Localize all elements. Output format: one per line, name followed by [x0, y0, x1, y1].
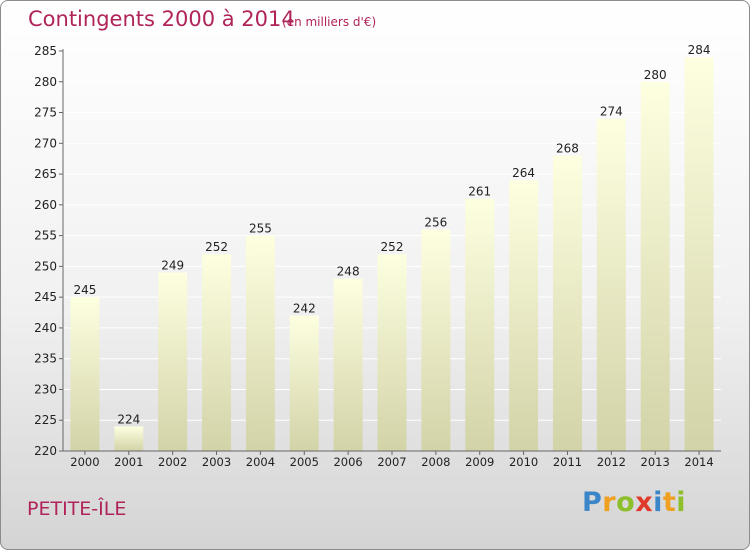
bar-value-label: 264	[512, 166, 535, 180]
y-tick-label: 255	[34, 229, 57, 243]
y-tick-label: 275	[34, 106, 57, 120]
bar	[114, 426, 144, 451]
x-tick-label: 2013	[641, 455, 670, 469]
bar-value-label: 248	[337, 265, 360, 279]
y-tick-label: 265	[34, 167, 57, 181]
bar-value-label: 245	[73, 283, 96, 297]
x-tick-label: 2008	[421, 455, 450, 469]
commune-name: PETITE-ÎLE	[27, 498, 127, 520]
logo-letter: i	[676, 487, 687, 518]
bar-value-label: 256	[424, 215, 447, 229]
bar-value-label: 255	[249, 222, 272, 236]
x-tick-label: 2009	[465, 455, 494, 469]
bars	[70, 57, 714, 452]
y-tick-label: 285	[34, 44, 57, 58]
bar	[552, 155, 582, 451]
bar	[684, 57, 714, 452]
bar	[333, 278, 363, 451]
chart-subtitle: (en milliers d'€)	[282, 15, 377, 29]
bar	[158, 272, 188, 451]
bar-value-label: 284	[688, 43, 711, 57]
bar-value-label: 268	[556, 142, 579, 156]
x-tick-label: 2002	[158, 455, 187, 469]
x-tick-label: 2000	[70, 455, 99, 469]
logo-letter: o	[616, 487, 636, 518]
bar	[202, 254, 232, 451]
bar	[245, 235, 275, 451]
x-tick-label: 2014	[684, 455, 713, 469]
x-tick-label: 2012	[597, 455, 626, 469]
logo-letter: P	[582, 487, 603, 518]
y-tick-label: 230	[34, 382, 57, 396]
proxiti-logo[interactable]: Proxiti	[582, 487, 686, 518]
y-tick-label: 220	[34, 444, 57, 458]
logo-letter: t	[662, 487, 677, 518]
bar	[596, 118, 626, 451]
y-tick-label: 225	[34, 413, 57, 427]
bar-value-label: 252	[205, 240, 228, 254]
logo-letter: r	[602, 487, 617, 518]
y-tick-label: 270	[34, 136, 57, 150]
x-tick-label: 2001	[114, 455, 143, 469]
bar	[509, 180, 539, 451]
x-tick-label: 2004	[246, 455, 275, 469]
bar-value-label: 249	[161, 259, 184, 273]
y-tick-label: 240	[34, 321, 57, 335]
x-tick-label: 2003	[202, 455, 231, 469]
labels: 220 225 230 235 240 245 250 255 260 265 270 275 280 2…	[34, 43, 714, 469]
y-tick-label: 245	[34, 290, 57, 304]
bar	[465, 198, 495, 451]
x-tick-label: 2006	[333, 455, 362, 469]
bar-value-label: 274	[600, 105, 623, 119]
y-tick-label: 235	[34, 352, 57, 366]
y-tick-label: 260	[34, 198, 57, 212]
bar-value-label: 261	[468, 185, 491, 199]
bar-value-label: 242	[293, 302, 316, 316]
bar	[70, 297, 100, 451]
bar-value-label: 252	[381, 240, 404, 254]
y-tick-label: 280	[34, 75, 57, 89]
x-tick-label: 2007	[377, 455, 406, 469]
bar	[421, 229, 451, 451]
bar-value-label: 280	[644, 68, 667, 82]
x-tick-label: 2010	[509, 455, 538, 469]
logo-letter: i	[653, 487, 663, 518]
bar	[289, 315, 319, 451]
logo-letter: x	[635, 487, 654, 518]
chart-title: Contingents 2000 à 2014	[28, 7, 295, 31]
axes	[59, 49, 721, 455]
y-tick-label: 250	[34, 259, 57, 273]
x-tick-label: 2011	[553, 455, 582, 469]
bar-value-label: 224	[117, 412, 140, 426]
bar	[377, 254, 407, 451]
bar	[640, 81, 670, 452]
x-tick-label: 2005	[290, 455, 319, 469]
